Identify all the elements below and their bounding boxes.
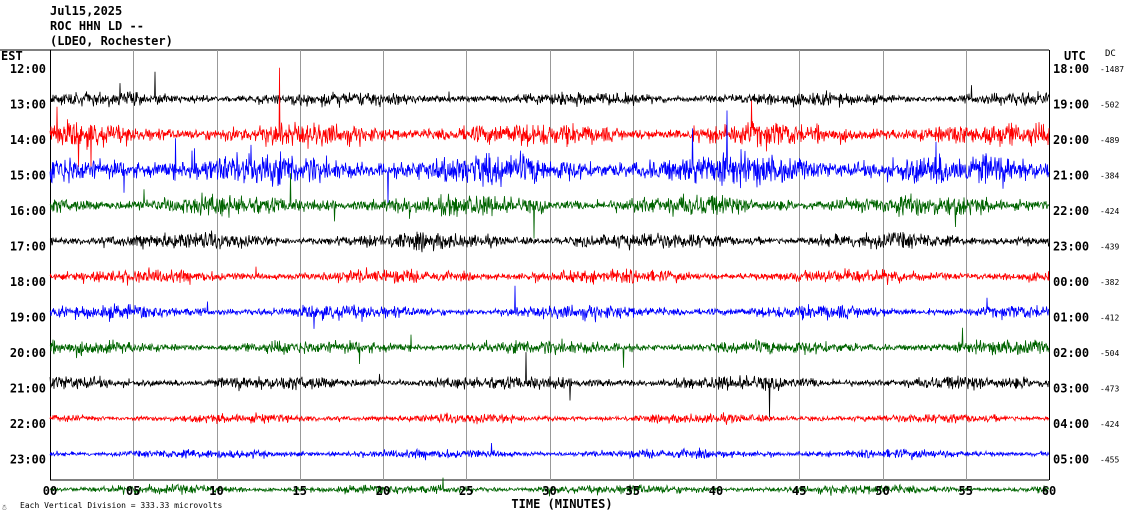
grid [0, 49, 1050, 481]
utc-hour-label: 22:00 [1053, 204, 1089, 218]
est-hour-label: 22:00 [10, 417, 46, 431]
trace-row [49, 67, 1050, 168]
x-tick-label: 05 [126, 484, 140, 498]
est-hour-label: 21:00 [10, 382, 46, 396]
trace-group [49, 67, 1050, 497]
header-station: ROC HHN LD -- [50, 19, 144, 33]
dc-offset-label: -384 [1100, 172, 1119, 181]
header-network: (LDEO, Rochester) [50, 34, 173, 48]
utc-hour-label: 01:00 [1053, 311, 1089, 325]
utc-labels: 18:00 19:00 20:00 21:00 22:00 23:00 00:00 01:00… [1053, 62, 1089, 467]
trace-row [49, 442, 1050, 461]
est-hour-label: 23:00 [10, 453, 46, 467]
utc-hour-label: 18:00 [1053, 62, 1089, 76]
dc-offset-label: -439 [1100, 243, 1119, 252]
x-tick-label: 35 [626, 484, 640, 498]
trace-row [49, 352, 1050, 418]
trace-row [49, 230, 1050, 253]
x-tick-label: 10 [209, 484, 223, 498]
corner-mark: ☃ [2, 503, 7, 512]
trace-row [49, 285, 1050, 329]
est-hour-label: 16:00 [10, 204, 46, 218]
dc-header-label: DC [1105, 49, 1116, 59]
trace-row [49, 477, 1050, 497]
est-labels: 12:00 13:00 14:00 15:00 16:00 17:00 18:00 19:00… [10, 62, 46, 467]
trace-row [49, 110, 1050, 205]
est-hour-label: 20:00 [10, 346, 46, 360]
est-hour-label: 13:00 [10, 98, 46, 112]
est-hour-label: 17:00 [10, 240, 46, 254]
utc-hour-label: 23:00 [1053, 240, 1089, 254]
est-hour-label: 15:00 [10, 169, 46, 183]
header-date: Jul15,2025 [50, 4, 122, 18]
dc-offset-label: -489 [1100, 136, 1119, 145]
left-zone-label: EST [1, 49, 23, 63]
dc-offset-label: -504 [1100, 349, 1119, 358]
dc-offset-label: -424 [1100, 207, 1119, 216]
utc-hour-label: 20:00 [1053, 133, 1089, 147]
est-hour-label: 12:00 [10, 62, 46, 76]
utc-hour-label: 21:00 [1053, 169, 1089, 183]
utc-hour-label: 02:00 [1053, 346, 1089, 360]
utc-hour-label: 05:00 [1053, 453, 1089, 467]
x-tick-label: 55 [959, 484, 973, 498]
x-tick-label: 25 [459, 484, 473, 498]
dc-offset-label: -412 [1100, 314, 1119, 323]
x-tick-label: 60 [1042, 484, 1056, 498]
est-hour-label: 14:00 [10, 133, 46, 147]
x-tick-label: 15 [293, 484, 307, 498]
trace-row [49, 412, 1050, 425]
dc-offset-label: -502 [1100, 101, 1119, 110]
x-tick-label: 50 [875, 484, 889, 498]
utc-hour-label: 00:00 [1053, 275, 1089, 289]
x-tick-label: 20 [376, 484, 390, 498]
right-zone-label: UTC [1064, 49, 1086, 63]
trace-row [49, 173, 1050, 239]
dc-offset-label: -424 [1100, 420, 1119, 429]
dc-labels: -1487 -502 -489 -384 -424 -439 -382 -412 -504 -47… [1100, 65, 1124, 465]
x-axis-label: TIME (MINUTES) [511, 497, 612, 511]
dc-offset-label: -455 [1100, 456, 1119, 465]
trace-row [49, 327, 1050, 368]
x-tick-labels: 00 05 10 15 20 25 30 35 40 45 50 55 60 [43, 484, 1056, 498]
x-tick-label: 00 [43, 484, 57, 498]
dc-offset-label: -382 [1100, 278, 1119, 287]
x-tick-label: 30 [542, 484, 556, 498]
utc-hour-label: 04:00 [1053, 417, 1089, 431]
utc-hour-label: 19:00 [1053, 98, 1089, 112]
est-hour-label: 18:00 [10, 275, 46, 289]
dc-offset-label: -473 [1100, 385, 1119, 394]
dc-offset-label: -1487 [1100, 65, 1124, 74]
x-tick-label: 45 [792, 484, 806, 498]
x-tick-label: 40 [709, 484, 723, 498]
trace-row [49, 71, 1050, 108]
est-hour-label: 19:00 [10, 311, 46, 325]
scale-note: Each Vertical Division = 333.33 microvol… [20, 501, 222, 510]
trace-row [49, 266, 1050, 286]
utc-hour-label: 03:00 [1053, 382, 1089, 396]
